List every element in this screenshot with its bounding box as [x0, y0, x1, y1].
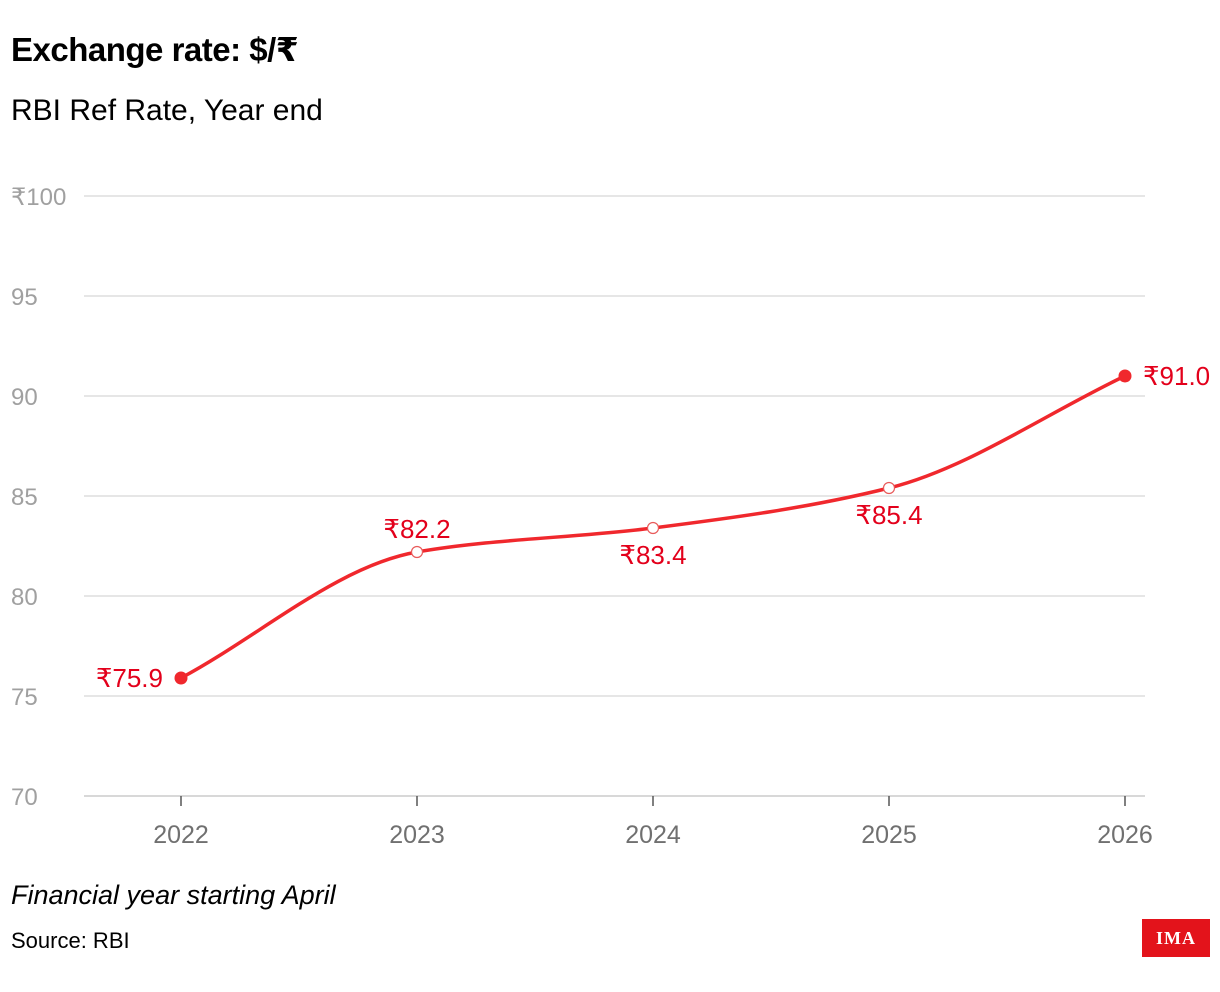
data-point-2025 [882, 481, 896, 495]
chart-title: Exchange rate: $/₹ [11, 31, 299, 68]
data-point-2026 [1118, 369, 1132, 383]
y-tick-label-70: 70 [11, 784, 38, 811]
x-tick-label-2025: 2025 [861, 821, 917, 849]
axes: 70 75 80 85 90 95 ₹100 2022 2023 2024 2025 2026 [11, 184, 1153, 849]
x-tick-label-2023: 2023 [389, 821, 445, 849]
source-note: Source: RBI [11, 928, 130, 953]
data-label-2023: ₹82.2 [383, 514, 450, 544]
data-markers [174, 369, 1132, 685]
data-point-2023 [410, 545, 424, 559]
y-tick-label-100: ₹100 [11, 184, 66, 211]
grid-lines [84, 195, 1145, 797]
y-tick-label-90: 90 [11, 384, 38, 411]
data-label-2024: ₹83.4 [619, 540, 686, 570]
data-labels: ₹75.9 ₹82.2 ₹83.4 ₹85.4 ₹91.0 [96, 361, 1210, 693]
y-tick-label-75: 75 [11, 684, 38, 711]
data-point-2024 [646, 521, 660, 535]
footnote: Financial year starting April [11, 880, 336, 910]
y-tick-label-95: 95 [11, 284, 38, 311]
brand-logo: IMA [1142, 919, 1210, 957]
x-tick-label-2022: 2022 [153, 821, 209, 849]
y-tick-label-80: 80 [11, 584, 38, 611]
y-tick-label-85: 85 [11, 484, 38, 511]
x-tick-label-2026: 2026 [1097, 821, 1153, 849]
data-label-2022: ₹75.9 [96, 663, 163, 693]
x-tick-label-2024: 2024 [625, 821, 681, 849]
data-point-2022 [174, 671, 188, 685]
chart-subtitle: RBI Ref Rate, Year end [11, 94, 323, 127]
data-label-2026: ₹91.0 [1143, 361, 1210, 391]
data-label-2025: ₹85.4 [855, 500, 922, 530]
